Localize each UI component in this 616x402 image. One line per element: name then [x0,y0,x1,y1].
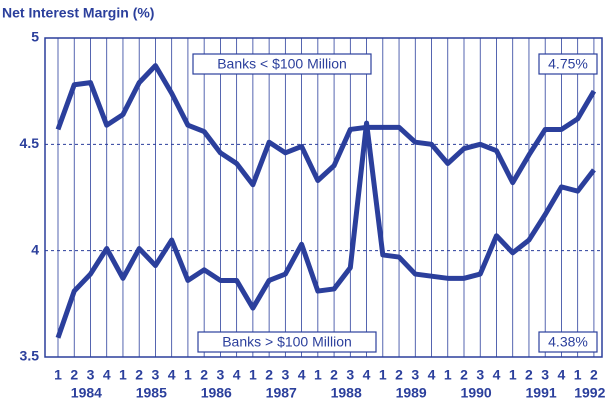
x-tick-label: 2 [590,367,598,383]
x-tick-label: 3 [87,367,95,383]
series-line [55,120,596,339]
legend-entry-box [197,331,377,353]
x-tick-label: 3 [476,367,484,383]
x-tick-label: 3 [346,367,354,383]
x-tick-label: 2 [460,367,468,383]
year-label: 1985 [136,385,167,401]
legend-entry: Banks > $100 Million [197,331,377,353]
value-label-box [538,331,598,353]
x-tick-label: 3 [411,367,419,383]
plot-area [44,37,603,358]
year-label: 1990 [461,385,492,401]
year-label: 1991 [526,385,557,401]
value-label: 4.75% [538,53,598,75]
x-tick-label: 2 [330,367,338,383]
legend-entry-text: Banks < $100 Million [217,56,347,72]
x-tick-label: 4 [298,367,306,383]
x-tick-label: 2 [200,367,208,383]
year-label: 1989 [396,385,427,401]
legend-entry-text: Banks > $100 Million [222,334,352,350]
y-tick-label: 4 [31,241,39,257]
y-tick-label: 5 [31,29,39,45]
legend-entry-box [192,53,372,75]
x-tick-label: 3 [152,367,160,383]
y-tick-label: 4.5 [20,135,40,151]
value-label-box [538,53,598,75]
x-tick-label: 4 [103,367,111,383]
x-tick-label: 1 [119,367,127,383]
x-tick-label: 4 [168,367,176,383]
x-tick-label: 1 [574,367,582,383]
x-tick-label: 1 [509,367,517,383]
x-tick-label: 4 [233,367,241,383]
year-label: 1988 [331,385,362,401]
x-tick-label: 2 [265,367,273,383]
x-tick-label: 2 [135,367,143,383]
x-tick-label: 4 [428,367,436,383]
x-tick-label: 2 [70,367,78,383]
x-tick-label: 2 [395,367,403,383]
x-tick-label: 1 [444,367,452,383]
year-label: 1987 [266,385,297,401]
x-tick-label: 3 [217,367,225,383]
x-tick-label: 2 [525,367,533,383]
x-tick-label: 3 [541,367,549,383]
x-tick-label: 1 [379,367,387,383]
x-tick-label: 3 [281,367,289,383]
value-label-text: 4.75% [548,56,588,72]
series-line [55,63,597,188]
x-tick-label: 1 [249,367,257,383]
legend-entry: Banks < $100 Million [192,53,372,75]
value-label-text: 4.38% [548,334,588,350]
chart-title: Net Interest Margin (%) [2,5,154,21]
x-tick-label: 1 [184,367,192,383]
x-tick-label: 1 [54,367,62,383]
value-label: 4.38% [538,331,598,353]
x-tick-label: 1 [314,367,322,383]
y-tick-label: 3.5 [20,348,40,364]
x-tick-label: 4 [493,367,501,383]
year-label: 1984 [71,385,102,401]
x-tick-label: 4 [363,367,371,383]
x-tick-label: 4 [558,367,566,383]
year-label: 1992 [574,385,605,401]
year-label: 1986 [201,385,232,401]
